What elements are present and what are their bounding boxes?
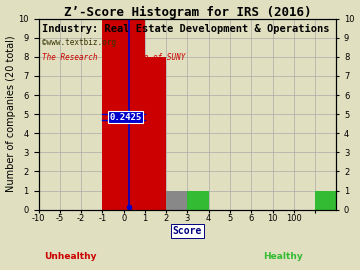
Text: Unhealthy: Unhealthy (44, 252, 97, 261)
Bar (102, 19, 145, 210)
Bar (166, 191, 188, 210)
Bar (123, 57, 166, 210)
Text: Healthy: Healthy (263, 252, 303, 261)
Text: 0.2425: 0.2425 (109, 113, 142, 122)
Bar (315, 191, 336, 210)
X-axis label: Score: Score (173, 226, 202, 236)
Title: Z’-Score Histogram for IRS (2016): Z’-Score Histogram for IRS (2016) (64, 6, 311, 19)
Bar (188, 191, 209, 210)
Y-axis label: Number of companies (20 total): Number of companies (20 total) (5, 36, 15, 193)
Text: Industry: Real Estate Development & Operations: Industry: Real Estate Development & Oper… (41, 24, 329, 34)
Text: ©www.textbiz.org: ©www.textbiz.org (41, 38, 116, 47)
Text: The Research Foundation of SUNY: The Research Foundation of SUNY (41, 53, 185, 62)
